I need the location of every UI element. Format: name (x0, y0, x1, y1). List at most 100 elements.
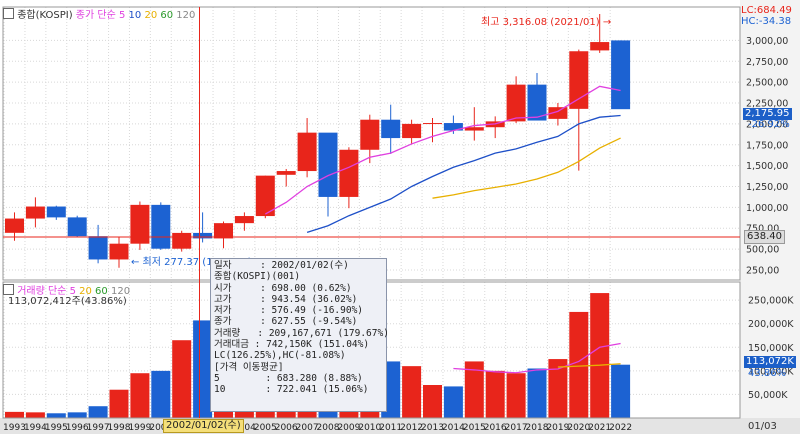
price-tick-label: 1,750,00 (746, 140, 788, 151)
price-candles (5, 14, 631, 268)
x-tick-label: 2019 (546, 423, 569, 433)
x-tick-label: 2000 (149, 423, 172, 433)
tooltip-row: 종가 : 627.55 (-9.54%) (214, 316, 358, 328)
price-tick-label: 2,500,00 (746, 78, 788, 89)
volume-bar (590, 293, 610, 418)
x-tick-label: 2009 (337, 423, 360, 433)
ma20-price-line (432, 137, 621, 199)
volume-bar (485, 370, 505, 418)
volume-change-pct: 43.86% (748, 368, 787, 379)
x-tick-label: 2010 (358, 423, 381, 433)
volume-tick-label: 250,000K (748, 296, 794, 307)
volume-bar (46, 413, 66, 418)
ma20-volume-line (557, 363, 621, 368)
tooltip-row: 5 : 683.280 (8.88%) (214, 372, 363, 384)
x-tick-label: 2022 (609, 423, 632, 433)
candle-body (151, 204, 171, 249)
hc-value: HC:-34.38 (741, 16, 792, 27)
ma5-price-line (264, 85, 621, 215)
price-tick-label: 250,00 (746, 265, 779, 276)
price-legend-title: 종합(KOSPI) (17, 10, 73, 21)
candle-body (109, 243, 129, 260)
volume-tick-label: 200,000K (748, 319, 794, 330)
volume-bar (151, 370, 171, 418)
volume-bar (464, 361, 484, 418)
candle-body (506, 84, 526, 122)
candle-body (360, 119, 380, 150)
ma-period-20[interactable]: 20 (144, 10, 158, 21)
ma-period-120[interactable]: 120 (176, 10, 196, 21)
vol-ma-period-120[interactable]: 120 (110, 286, 131, 297)
candle-body (339, 149, 359, 197)
vol-ma-period-20[interactable]: 20 (79, 286, 92, 297)
volume-bar (67, 412, 87, 418)
candle-body (297, 132, 317, 172)
tooltip-row: 종합(KOSPI)(001) (214, 271, 301, 283)
volume-bar (5, 411, 24, 418)
x-tick-label: 1997 (87, 423, 110, 433)
ma10-price-line (306, 114, 621, 234)
candle-body (46, 206, 66, 218)
tooltip-row: LC(126.25%),HC(-81.08%) (214, 350, 346, 362)
volume-bar (506, 373, 526, 418)
volume-bar (423, 385, 442, 418)
candle-body (443, 123, 463, 131)
x-tick-label: 2012 (400, 423, 423, 433)
volume-bar (130, 373, 150, 418)
candle-body (318, 132, 338, 197)
volume-bar (443, 386, 463, 418)
price-legend-icon (3, 8, 14, 19)
tooltip-row: [가격 이동평균] (214, 361, 284, 373)
price-legend: 종합(KOSPI) 종가 단순 5 10 20 60 120 (3, 8, 195, 22)
candle-body (381, 119, 401, 139)
vol-ma-period-5[interactable]: 5 (69, 286, 76, 297)
price-tick-label: 2,750,00 (746, 57, 788, 68)
candle-body (402, 123, 422, 139)
candle-body (276, 171, 296, 175)
ma-period-10[interactable]: 10 (128, 10, 142, 21)
candle-body (255, 175, 275, 217)
x-tick-label: 2020 (567, 423, 590, 433)
volume-bar (109, 389, 129, 418)
volume-legend-icon (3, 284, 14, 295)
candle-body (464, 127, 484, 131)
date-cursor-badge: 2002/01/02(수) (163, 419, 244, 433)
tooltip-row: 일자 : 2002/01/02(수) (214, 260, 349, 271)
lc-value: LC:684.49 (741, 5, 792, 16)
candle-body (214, 223, 233, 239)
volume-bar (25, 412, 45, 418)
price-tick-label: 1,250,00 (746, 182, 788, 193)
x-tick-label: 2011 (379, 423, 402, 433)
x-tick-label: 2014 (442, 423, 465, 433)
x-tick-label: 2016 (484, 423, 507, 433)
candle-body (88, 236, 108, 260)
price-tick-label: 1,500,00 (746, 161, 788, 172)
x-tick-label: 2013 (421, 423, 444, 433)
ma-label: 종가 단순 (75, 10, 116, 21)
x-tick-label: 1995 (45, 423, 68, 433)
volume-bar (172, 340, 192, 418)
data-tooltip: 일자 : 2002/01/02(수) 종합(KOSPI)(001) 시가 : 698… (210, 258, 389, 412)
x-tick-label: 2018 (526, 423, 549, 433)
volume-current-badge: 113,072K (744, 356, 796, 368)
price-tick-label: 750,00 (746, 224, 779, 235)
ma-period-60[interactable]: 60 (160, 10, 174, 21)
tooltip-row: 10 : 722.041 (15.06%) (214, 384, 369, 396)
volume-tick-label: 100,000K (748, 366, 794, 377)
ma-period-5[interactable]: 5 (118, 10, 126, 21)
volume-current-value: 113,072,412주(43.86%) (8, 296, 127, 307)
vol-ma-period-60[interactable]: 60 (95, 286, 108, 297)
volume-bar (193, 320, 213, 418)
x-tick-label: 1998 (108, 423, 131, 433)
candle-body (130, 204, 150, 244)
volume-bar (548, 359, 568, 418)
price-tick-label: 3,000,00 (746, 36, 788, 47)
x-tick-label: 1999 (128, 423, 151, 433)
volume-tick-label: 150,000K (748, 343, 794, 354)
candle-body (193, 232, 213, 239)
tooltip-row: 저가 : 576.49 (-16.90%) (214, 305, 364, 317)
price-tick-label: 2,000,00 (746, 119, 788, 130)
x-tick-label: 1993 (3, 423, 26, 433)
candle-body (569, 51, 589, 109)
